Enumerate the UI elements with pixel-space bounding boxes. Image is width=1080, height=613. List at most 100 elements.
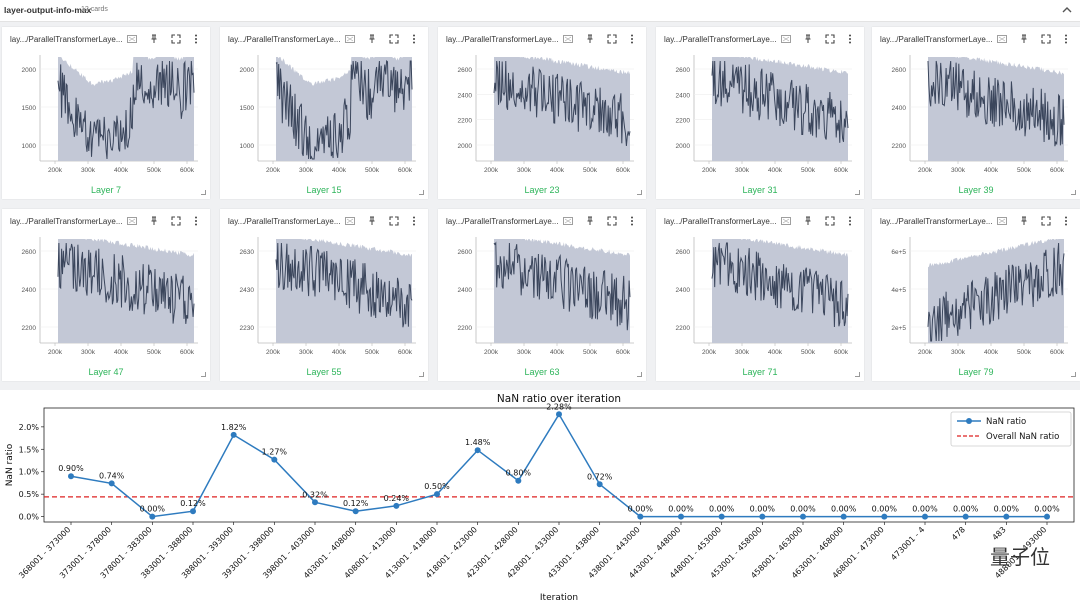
x-tick-label: 600k <box>834 167 849 174</box>
x-axis-label: Iteration <box>540 593 578 603</box>
fit-domain-icon[interactable] <box>126 215 138 227</box>
more-menu-icon[interactable] <box>190 33 202 45</box>
more-menu-icon[interactable] <box>844 33 856 45</box>
pin-icon[interactable] <box>148 33 160 45</box>
more-menu-icon[interactable] <box>844 215 856 227</box>
pin-icon[interactable] <box>1018 33 1030 45</box>
resize-handle[interactable] <box>1071 190 1076 195</box>
fullscreen-icon[interactable] <box>606 33 618 45</box>
scalar-line <box>711 242 849 328</box>
fullscreen-icon[interactable] <box>170 33 182 45</box>
card-label: Layer 63 <box>524 367 560 377</box>
fullscreen-icon[interactable] <box>1040 215 1052 227</box>
x-tick-label: 400k <box>332 349 347 356</box>
card-title: lay.../ParallelTransformerLaye... <box>880 35 993 44</box>
y-tick-label: 2200 <box>22 325 37 332</box>
x-tick-label: 600k <box>398 349 413 356</box>
x-tick-label: 600k <box>180 167 195 174</box>
x-tick-label: 200k <box>918 349 933 356</box>
pin-icon[interactable] <box>148 215 160 227</box>
scalar-card[interactable]: lay.../ParallelTransformerLaye... Layer 3… <box>656 27 864 199</box>
resize-handle[interactable] <box>201 190 206 195</box>
pin-icon[interactable] <box>584 215 596 227</box>
smoothing-band <box>276 239 412 343</box>
y-tick-label: 2200 <box>676 118 691 125</box>
fullscreen-icon[interactable] <box>606 215 618 227</box>
pin-icon[interactable] <box>1018 215 1030 227</box>
x-tick-label: 478 <box>950 525 967 542</box>
fullscreen-icon[interactable] <box>388 33 400 45</box>
fullscreen-icon[interactable] <box>824 215 836 227</box>
scalar-card[interactable]: lay.../ParallelTransformerLaye... Layer 7… <box>2 27 210 199</box>
x-tick-label: 600k <box>180 349 195 356</box>
pin-icon[interactable] <box>802 33 814 45</box>
x-tick-label: 400k <box>332 167 347 174</box>
resize-handle[interactable] <box>419 372 424 377</box>
y-tick-label: 2630 <box>240 249 255 256</box>
pin-icon[interactable] <box>802 215 814 227</box>
fit-domain-icon[interactable] <box>996 33 1008 45</box>
resize-handle[interactable] <box>855 372 860 377</box>
fit-domain-icon[interactable] <box>344 33 356 45</box>
fullscreen-icon[interactable] <box>824 33 836 45</box>
fit-domain-icon[interactable] <box>562 33 574 45</box>
scalar-card[interactable]: lay.../ParallelTransformerLaye... Layer 2… <box>438 27 646 199</box>
more-menu-icon[interactable] <box>1060 33 1072 45</box>
y-tick-label: 2000 <box>240 67 255 74</box>
scalar-card[interactable]: lay.../ParallelTransformerLaye... Layer 4… <box>2 209 210 381</box>
scalar-card[interactable]: lay.../ParallelTransformerLaye... Layer 5… <box>220 209 428 381</box>
nan-ratio-point <box>190 508 196 515</box>
scalar-plot: 2000 1500 1000 200k 300k 400k 500k 600k <box>240 55 416 174</box>
fit-domain-icon[interactable] <box>126 33 138 45</box>
nan-ratio-point <box>271 456 278 463</box>
scalar-line <box>275 60 413 160</box>
data-label: 0.00% <box>750 505 776 514</box>
resize-handle[interactable] <box>1071 372 1076 377</box>
nan-ratio-point <box>230 431 237 438</box>
data-label: 0.24% <box>384 494 410 503</box>
data-label: 0.72% <box>587 472 613 481</box>
more-menu-icon[interactable] <box>626 33 638 45</box>
x-tick-label: 200k <box>266 349 281 356</box>
data-label: 2.28% <box>546 402 572 411</box>
scalar-card[interactable]: lay.../ParallelTransformerLaye... Layer 7… <box>872 209 1080 381</box>
data-label: 0.00% <box>709 505 735 514</box>
fit-domain-icon[interactable] <box>344 215 356 227</box>
x-tick-label: 300k <box>735 349 750 356</box>
section-header: layer-output-info-max 12 cards <box>0 0 1080 22</box>
more-menu-icon[interactable] <box>190 215 202 227</box>
pin-icon[interactable] <box>366 215 378 227</box>
more-menu-icon[interactable] <box>408 33 420 45</box>
fullscreen-icon[interactable] <box>1040 33 1052 45</box>
scalar-card[interactable]: lay.../ParallelTransformerLaye... Layer 3… <box>872 27 1080 199</box>
card-grid: lay.../ParallelTransformerLaye... Layer 7… <box>0 22 1080 390</box>
pin-icon[interactable] <box>584 33 596 45</box>
scalar-card[interactable]: lay.../ParallelTransformerLaye... Layer 1… <box>220 27 428 199</box>
collapse-chevron-icon[interactable] <box>1060 3 1074 17</box>
data-label: 0.00% <box>831 505 857 514</box>
x-tick-label: 500k <box>801 349 816 356</box>
scalar-card[interactable]: lay.../ParallelTransformerLaye... Layer 7… <box>656 209 864 381</box>
scalar-plot: 2600 2400 2200 200k 300k 400k 500k 600k <box>892 55 1068 174</box>
card-label: Layer 47 <box>88 367 124 377</box>
fit-domain-icon[interactable] <box>996 215 1008 227</box>
pin-icon[interactable] <box>366 33 378 45</box>
resize-handle[interactable] <box>419 190 424 195</box>
card-label: Layer 15 <box>306 185 342 195</box>
scalar-card[interactable]: lay.../ParallelTransformerLaye... Layer 6… <box>438 209 646 381</box>
more-menu-icon[interactable] <box>408 215 420 227</box>
resize-handle[interactable] <box>637 190 642 195</box>
y-tick-label: 1.0% <box>19 468 40 477</box>
resize-handle[interactable] <box>637 372 642 377</box>
x-tick-label: 200k <box>48 167 63 174</box>
more-menu-icon[interactable] <box>1060 215 1072 227</box>
more-menu-icon[interactable] <box>626 215 638 227</box>
fit-domain-icon[interactable] <box>780 33 792 45</box>
fit-domain-icon[interactable] <box>780 215 792 227</box>
resize-handle[interactable] <box>855 190 860 195</box>
fullscreen-icon[interactable] <box>170 215 182 227</box>
resize-handle[interactable] <box>201 372 206 377</box>
nan-ratio-point <box>718 513 725 520</box>
fit-domain-icon[interactable] <box>562 215 574 227</box>
fullscreen-icon[interactable] <box>388 215 400 227</box>
